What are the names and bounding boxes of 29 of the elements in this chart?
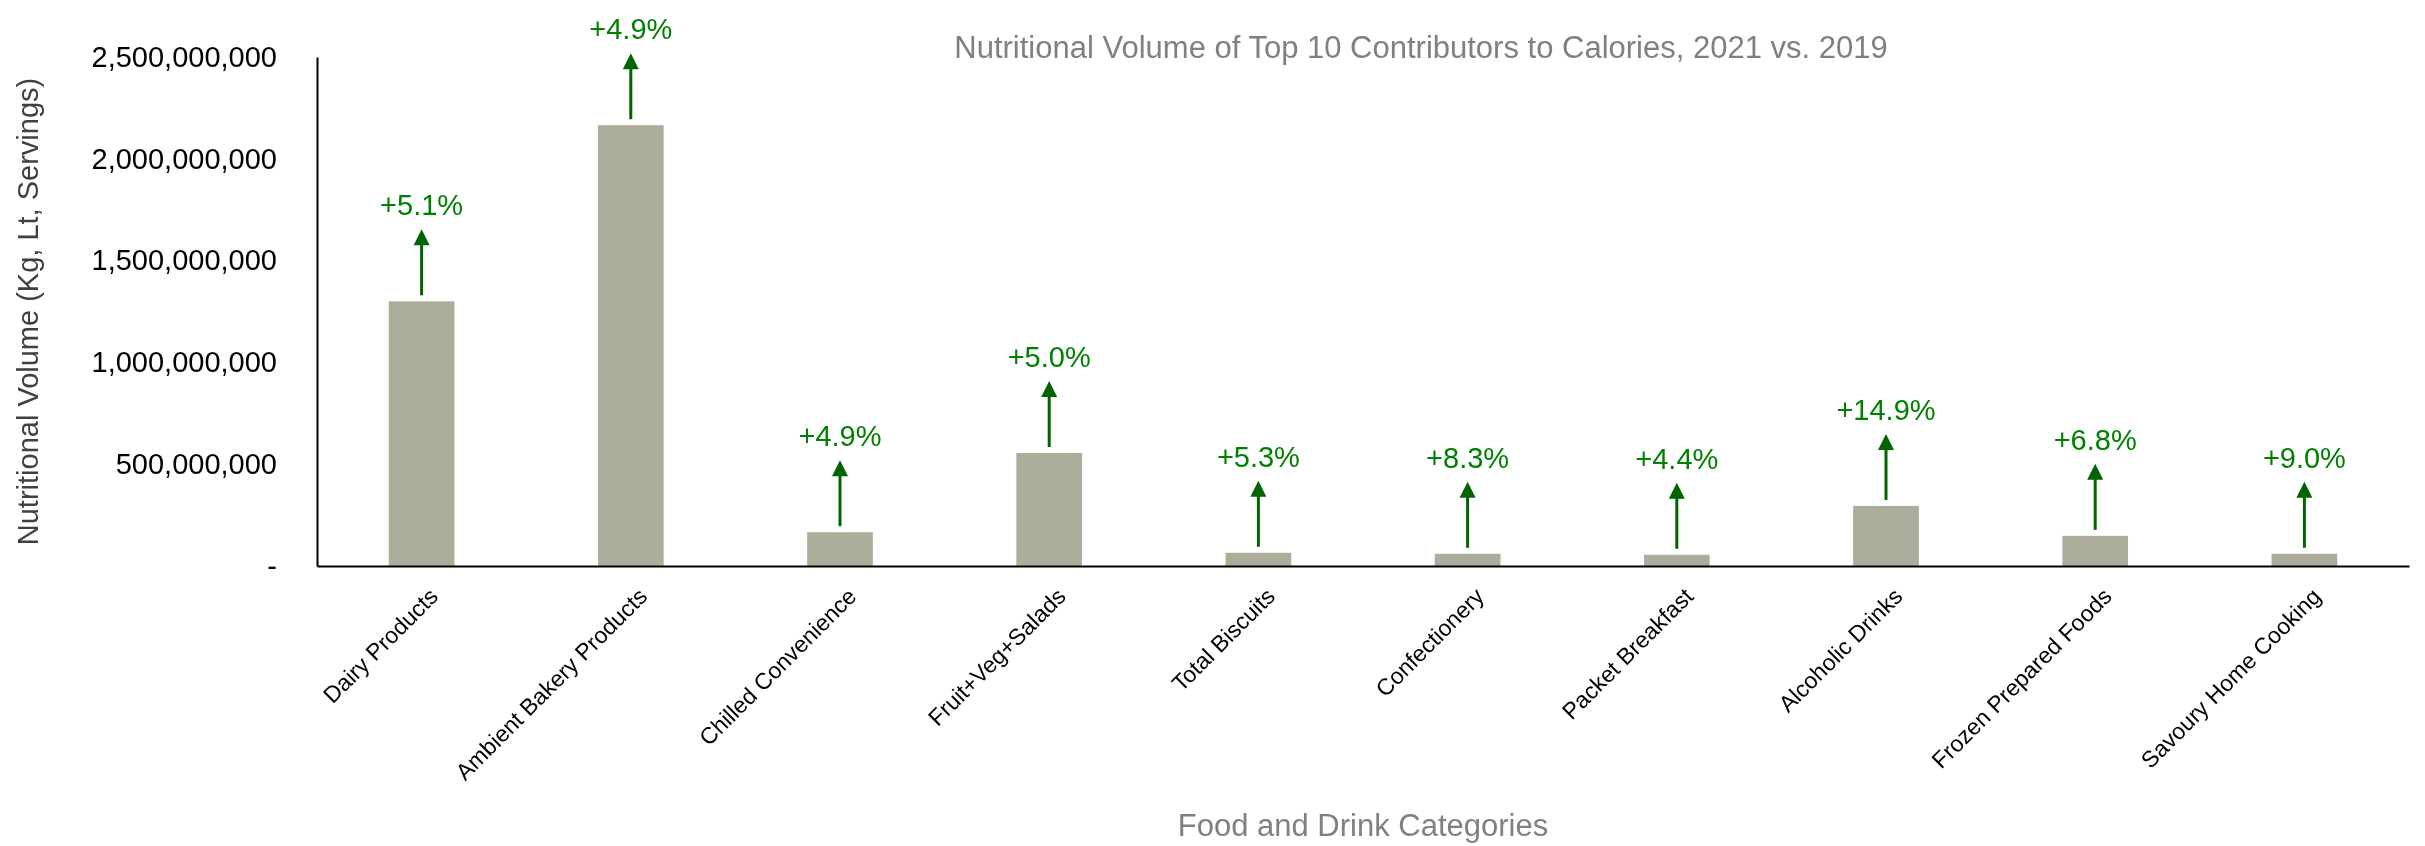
annotation: +9.0% xyxy=(2262,441,2346,474)
annotation: +6.8% xyxy=(2053,423,2137,456)
annotation: +4.9% xyxy=(589,13,673,46)
annotation: +8.3% xyxy=(1426,441,1510,474)
bar xyxy=(807,532,873,566)
bar xyxy=(1853,505,1919,566)
bar xyxy=(1643,554,1710,566)
y-tick-label: - xyxy=(267,549,277,582)
y-tick-label: 2,500,000,000 xyxy=(91,40,277,73)
bar xyxy=(1016,453,1083,566)
annotation: +4.4% xyxy=(1635,442,1719,475)
bar xyxy=(597,125,664,566)
bar xyxy=(2062,535,2129,566)
y-axis-title: Nutritional Volume (Kg, Lt, Servings) xyxy=(12,77,44,546)
bar xyxy=(1434,553,1501,566)
x-axis-title: Food and Drink Categories xyxy=(1177,808,1549,843)
y-tick-label: 1,000,000,000 xyxy=(91,346,277,379)
annotation: +5.3% xyxy=(1216,440,1300,473)
bar xyxy=(2271,553,2338,566)
annotation: +5.1% xyxy=(380,189,464,222)
y-tick-label: 1,500,000,000 xyxy=(91,244,277,277)
annotation: +5.0% xyxy=(1007,341,1091,373)
chart-title: Nutritional Volume of Top 10 Contributors to Calories, 2021 vs. 2019 xyxy=(954,30,1888,65)
bar xyxy=(388,301,455,566)
bar xyxy=(1225,552,1292,566)
annotation: +4.9% xyxy=(798,420,882,453)
annotation: +14.9% xyxy=(1836,393,1936,426)
y-tick-label: 2,000,000,000 xyxy=(91,142,277,175)
y-tick-label: 500,000,000 xyxy=(115,447,277,480)
